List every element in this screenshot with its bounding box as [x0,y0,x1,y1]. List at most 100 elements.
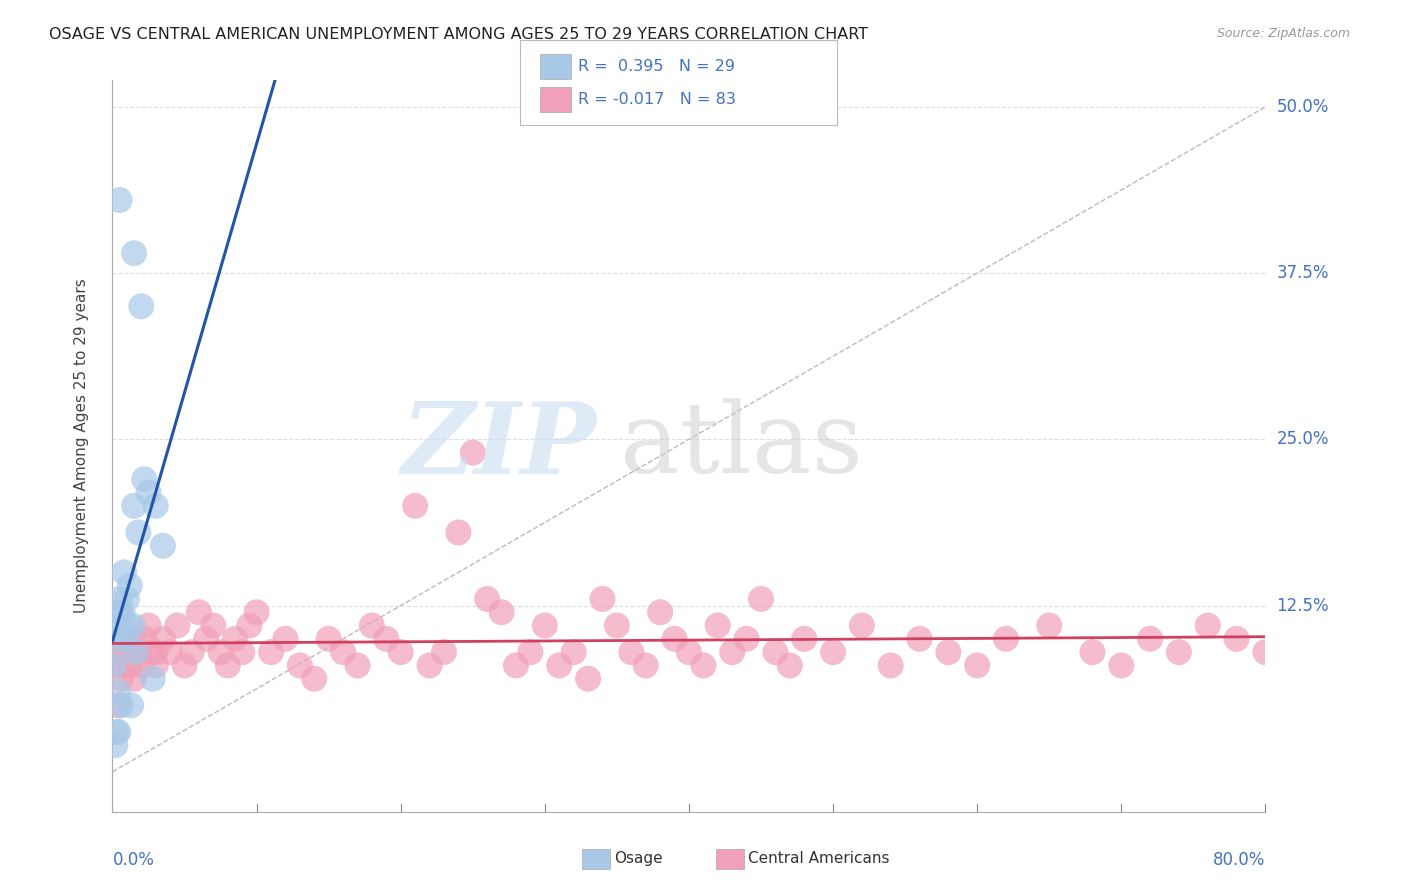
Point [104,632,127,646]
Point [152,539,174,553]
Point [606,618,628,632]
Point [122,499,145,513]
Point [115,645,138,659]
Point [548,658,571,673]
Point [562,645,585,659]
Text: OSAGE VS CENTRAL AMERICAN UNEMPLOYMENT AMONG AGES 25 TO 29 YEARS CORRELATION CHA: OSAGE VS CENTRAL AMERICAN UNEMPLOYMENT A… [49,27,869,42]
Text: 80.0%: 80.0% [1213,851,1265,869]
Point [138,485,160,500]
Point [938,645,960,659]
Point [121,618,143,632]
Point [122,246,145,260]
Text: 50.0%: 50.0% [1277,98,1329,116]
Point [779,658,801,673]
Point [1226,632,1249,646]
Point [124,645,146,659]
Point [108,645,131,659]
Point [692,658,714,673]
Point [238,618,260,632]
Point [908,632,931,646]
Text: Source: ZipAtlas.com: Source: ZipAtlas.com [1216,27,1350,40]
Point [107,725,129,739]
Point [404,499,426,513]
Y-axis label: Unemployment Among Ages 25 to 29 years: Unemployment Among Ages 25 to 29 years [75,278,89,614]
Point [188,605,211,619]
Text: 12.5%: 12.5% [1277,597,1329,615]
Point [749,591,772,606]
Point [634,658,657,673]
Point [346,658,368,673]
Point [112,632,135,646]
Point [127,525,149,540]
Point [231,645,253,659]
Point [105,658,128,673]
Text: R =  0.395   N = 29: R = 0.395 N = 29 [578,60,735,74]
Point [117,618,139,632]
Point [491,605,513,619]
Point [209,645,232,659]
Point [519,645,541,659]
Point [129,658,153,673]
Point [103,658,125,673]
Point [735,632,758,646]
Point [361,618,384,632]
Text: 37.5%: 37.5% [1277,264,1329,282]
Point [107,698,129,713]
Point [217,658,239,673]
Point [1038,618,1060,632]
Point [592,591,614,606]
Point [793,632,815,646]
Point [152,632,174,646]
Point [105,618,128,632]
Point [122,632,145,646]
Point [650,605,672,619]
Text: 0.0%: 0.0% [112,851,155,869]
Point [995,632,1018,646]
Point [821,645,844,659]
Point [142,672,165,686]
Text: 25.0%: 25.0% [1277,430,1329,449]
Point [721,645,744,659]
Point [288,658,311,673]
Point [159,645,181,659]
Point [534,618,557,632]
Point [145,645,167,659]
Point [332,645,354,659]
Point [122,672,145,686]
Point [966,658,988,673]
Point [114,632,136,646]
Point [104,738,127,752]
Point [1168,645,1191,659]
Point [447,525,470,540]
Point [1254,645,1277,659]
Point [419,658,441,673]
Point [120,698,142,713]
Point [115,591,138,606]
Point [142,645,165,659]
Text: Central Americans: Central Americans [748,852,890,866]
Point [433,645,456,659]
Point [304,672,326,686]
Point [127,645,149,659]
Point [1197,618,1219,632]
Point [318,632,340,646]
Point [134,632,156,646]
Point [707,618,730,632]
Point [111,605,134,619]
Point [134,472,156,486]
Point [389,645,412,659]
Text: R = -0.017   N = 83: R = -0.017 N = 83 [578,93,735,107]
Point [620,645,643,659]
Point [765,645,787,659]
Point [260,645,283,659]
Point [110,698,132,713]
Point [576,672,599,686]
Point [1081,645,1104,659]
Point [108,605,131,619]
Point [118,579,141,593]
Point [246,605,269,619]
Text: Osage: Osage [614,852,664,866]
Point [664,632,686,646]
Point [108,193,131,207]
Point [202,618,225,632]
